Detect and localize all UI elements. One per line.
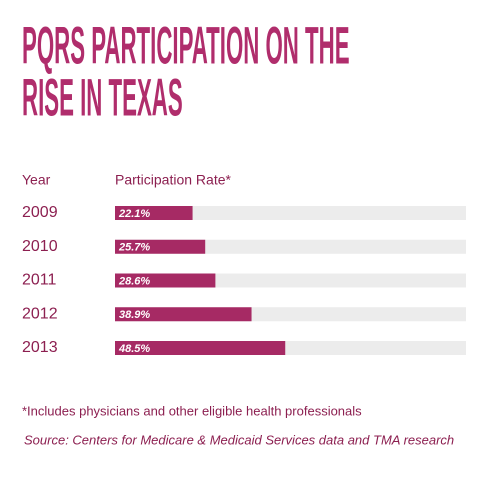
category-label: 2010 — [22, 238, 58, 255]
value-label: 28.6% — [118, 275, 150, 287]
chart-title: PQRS PARTICIPATION ON THE RISE IN TEXAS — [22, 15, 356, 127]
bar — [115, 273, 216, 288]
bar — [115, 206, 193, 220]
value-header: Participation Rate* — [115, 172, 232, 188]
category-label: 2011 — [22, 272, 57, 289]
category-header: Year — [22, 172, 51, 188]
value-label: 38.9% — [119, 309, 150, 321]
category-label: 2009 — [22, 204, 58, 221]
value-label: 25.7% — [118, 242, 150, 254]
category-label: 2013 — [22, 339, 58, 356]
category-label: 2012 — [22, 305, 58, 322]
source: Source: Centers for Medicare & Medicaid … — [24, 432, 454, 447]
bar — [115, 307, 252, 322]
bar — [115, 341, 286, 355]
value-label: 22.1% — [118, 208, 150, 220]
bar — [115, 239, 206, 254]
footnote: *Includes physicians and other eligible … — [22, 403, 362, 418]
value-label: 48.5% — [118, 343, 150, 355]
bar-track — [115, 206, 466, 220]
